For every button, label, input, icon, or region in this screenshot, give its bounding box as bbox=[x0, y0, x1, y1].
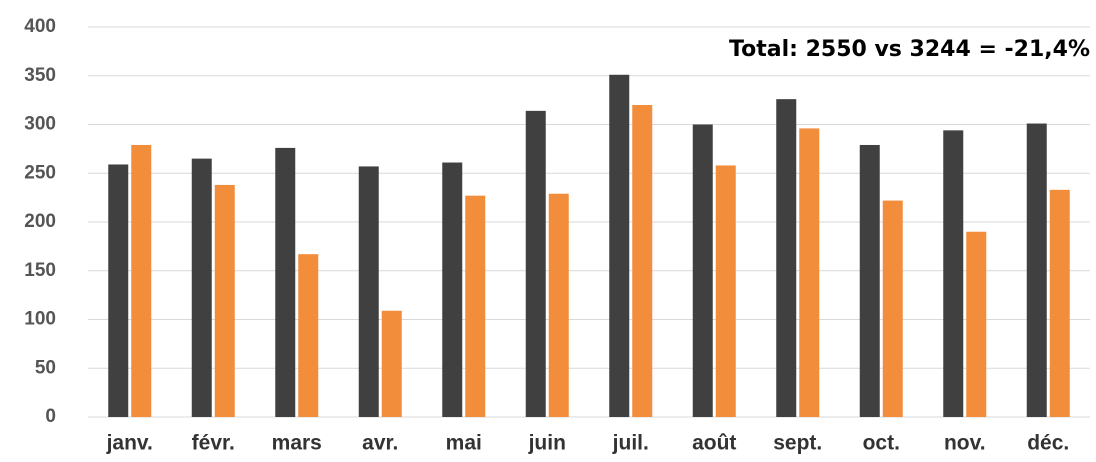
x-tick-label: avr. bbox=[362, 432, 398, 455]
bar bbox=[799, 128, 820, 417]
bar bbox=[966, 231, 987, 417]
bar bbox=[298, 254, 319, 417]
bar bbox=[381, 310, 402, 417]
y-tick-label: 0 bbox=[45, 406, 56, 427]
x-tick-label: juil. bbox=[612, 432, 649, 455]
bar bbox=[525, 110, 546, 417]
bar bbox=[275, 147, 296, 417]
bar bbox=[1049, 189, 1070, 417]
bar bbox=[214, 184, 235, 417]
bar bbox=[776, 99, 797, 418]
y-tick-label: 100 bbox=[24, 309, 56, 330]
bar bbox=[191, 158, 212, 417]
x-tick-label: mai bbox=[446, 432, 482, 455]
bar bbox=[1026, 123, 1047, 418]
annotation: Total: 2550 vs 3244 = -21,4% bbox=[729, 37, 1090, 62]
x-tick-label: févr. bbox=[192, 432, 235, 455]
bar bbox=[609, 74, 630, 418]
y-tick-label: 300 bbox=[24, 114, 56, 135]
grid bbox=[88, 26, 1090, 418]
x-tick-label: sept. bbox=[773, 432, 822, 455]
x-tick-label: juin bbox=[528, 432, 566, 455]
y-tick-label: 200 bbox=[24, 211, 56, 232]
x-tick-label: déc. bbox=[1027, 432, 1069, 455]
bar bbox=[548, 193, 569, 417]
y-tick-label: 150 bbox=[24, 260, 56, 281]
x-tick-label: août bbox=[692, 432, 736, 455]
bar bbox=[108, 164, 129, 417]
x-tick-label: janv. bbox=[106, 432, 153, 455]
y-tick-label: 250 bbox=[24, 162, 56, 183]
bar bbox=[882, 200, 903, 417]
bar bbox=[715, 165, 736, 417]
bars bbox=[108, 74, 1070, 418]
bar bbox=[465, 195, 486, 417]
bar bbox=[943, 130, 964, 417]
y-tick-label: 350 bbox=[24, 65, 56, 86]
bar bbox=[859, 144, 880, 417]
x-tick-label: mars bbox=[272, 432, 322, 455]
bar bbox=[358, 166, 379, 417]
bar bbox=[632, 105, 653, 417]
annotation-background bbox=[700, 28, 1096, 72]
y-tick-label: 50 bbox=[35, 357, 56, 378]
bar bbox=[131, 144, 152, 417]
x-tick-label: oct. bbox=[863, 432, 900, 455]
y-tick-label: 400 bbox=[24, 16, 56, 37]
bar bbox=[442, 162, 463, 417]
bar bbox=[692, 124, 713, 417]
x-tick-label: nov. bbox=[944, 432, 986, 455]
